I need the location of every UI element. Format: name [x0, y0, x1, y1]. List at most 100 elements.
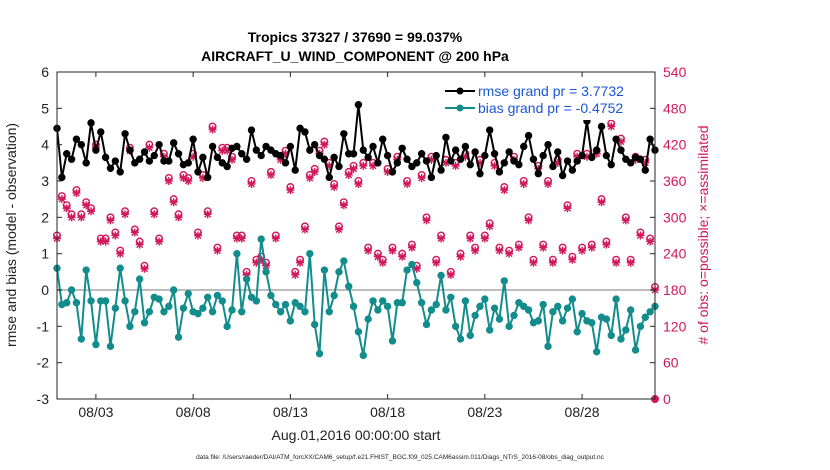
bias-point: [383, 302, 392, 311]
obs-assimilated-point: [398, 252, 407, 261]
y-right-tick-label: 0: [663, 391, 671, 407]
bias-point: [592, 348, 601, 356]
bias-point: [67, 286, 76, 294]
obs-assimilated-point: [505, 249, 514, 258]
rmse-point: [369, 142, 377, 151]
y-left-tick-label: 1: [41, 246, 49, 262]
bias-point: [208, 308, 217, 316]
bias-point: [622, 326, 630, 334]
bias-point: [505, 322, 513, 331]
y-right-tick-label: 180: [663, 282, 687, 298]
rmse-point: [476, 170, 484, 178]
rmse-point: [252, 146, 261, 154]
obs-assimilated-point: [364, 246, 373, 255]
bias-point: [140, 319, 149, 327]
obs-assimilated-point: [388, 246, 397, 255]
rmse-point: [417, 150, 426, 158]
rmse-point: [87, 119, 95, 127]
rmse-point: [510, 157, 518, 165]
obs-assimilated-point: [330, 183, 339, 192]
y-right-tick-label: 300: [663, 209, 687, 225]
obs-assimilated-point: [62, 204, 71, 213]
bias-point: [466, 331, 474, 340]
obs-assimilated-point: [296, 258, 305, 267]
bias-point: [544, 342, 552, 351]
bias-point: [92, 340, 100, 349]
bias-point: [520, 302, 528, 311]
obs-assimilated-point: [597, 198, 606, 207]
rmse-point: [573, 157, 581, 165]
obs-assimilated-point: [320, 140, 329, 149]
bias-point: [554, 302, 562, 311]
bias-point: [306, 249, 314, 258]
rmse-point: [213, 153, 222, 162]
obs-assimilated-point: [67, 213, 76, 222]
bias-point: [636, 322, 645, 331]
y-left-tick-label: 5: [41, 100, 49, 116]
rmse-point: [276, 151, 285, 160]
rmse-point: [281, 159, 290, 167]
y-right-tick-label: 60: [663, 355, 679, 371]
obs-assimilated-point: [121, 210, 130, 219]
y-left-tick-label: -3: [37, 391, 50, 407]
bias-point: [179, 304, 188, 312]
rmse-point: [223, 162, 231, 171]
bias-point: [174, 333, 183, 341]
bias-point: [617, 335, 625, 343]
obs-assimilated-point: [558, 246, 567, 255]
obs-assimilated-point: [544, 180, 553, 189]
rmse-point: [135, 155, 144, 163]
bias-point: [500, 277, 508, 285]
rmse-point: [398, 144, 406, 153]
rmse-point: [92, 146, 100, 154]
bias-point: [160, 308, 168, 316]
bias-point: [82, 266, 90, 274]
rmse-point: [257, 151, 265, 160]
y-left-tick-label: 2: [41, 209, 49, 225]
rmse-point: [165, 157, 173, 165]
rmse-point: [111, 157, 120, 165]
bias-point: [578, 309, 586, 318]
y-right-tick-label: 420: [663, 137, 687, 153]
rmse-point: [558, 171, 567, 180]
rmse-point: [612, 135, 620, 143]
legend-bias-label: bias grand pr = -0.4752: [478, 100, 623, 116]
bias-point: [354, 328, 363, 336]
obs-assimilated-point: [140, 264, 149, 273]
x-tick-label: 08/18: [370, 404, 405, 420]
obs-assimilated-point: [636, 231, 645, 240]
rmse-point: [67, 155, 76, 163]
bias-point: [369, 297, 377, 305]
obs-assimilated-point: [646, 237, 655, 246]
bias-point: [296, 302, 304, 311]
rmse-point: [155, 140, 163, 149]
bias-point: [77, 335, 86, 343]
rmse-point: [422, 157, 431, 165]
rmse-point: [588, 153, 596, 162]
rmse-point: [364, 153, 372, 162]
bias-point: [568, 295, 577, 303]
obs-assimilated-point: [407, 243, 416, 252]
rmse-point: [374, 159, 382, 167]
obs-assimilated-point: [602, 240, 611, 249]
y-right-tick-label: 480: [663, 100, 687, 116]
rmse-point: [427, 173, 436, 182]
obs-assimilated-point: [305, 173, 314, 182]
obs-assimilated-point: [247, 180, 256, 189]
bias-point: [111, 304, 120, 312]
rmse-point: [310, 140, 319, 149]
rmse-point: [82, 159, 90, 167]
bias-point: [646, 308, 654, 316]
rmse-point: [131, 159, 139, 167]
y-left-tick-label: 6: [41, 64, 49, 80]
y-left-tick-label: 0: [41, 282, 49, 298]
y-right-tick-label: 120: [663, 318, 687, 334]
bias-point: [398, 299, 406, 307]
axes-layer: -3-2-10123456060120180240300360420480540…: [37, 64, 687, 420]
bias-point: [374, 306, 382, 314]
bias-point: [573, 328, 581, 336]
bias-point: [257, 235, 265, 243]
rmse-point: [451, 146, 460, 154]
bias-point: [461, 297, 470, 305]
obs-assimilated-point: [466, 234, 475, 243]
